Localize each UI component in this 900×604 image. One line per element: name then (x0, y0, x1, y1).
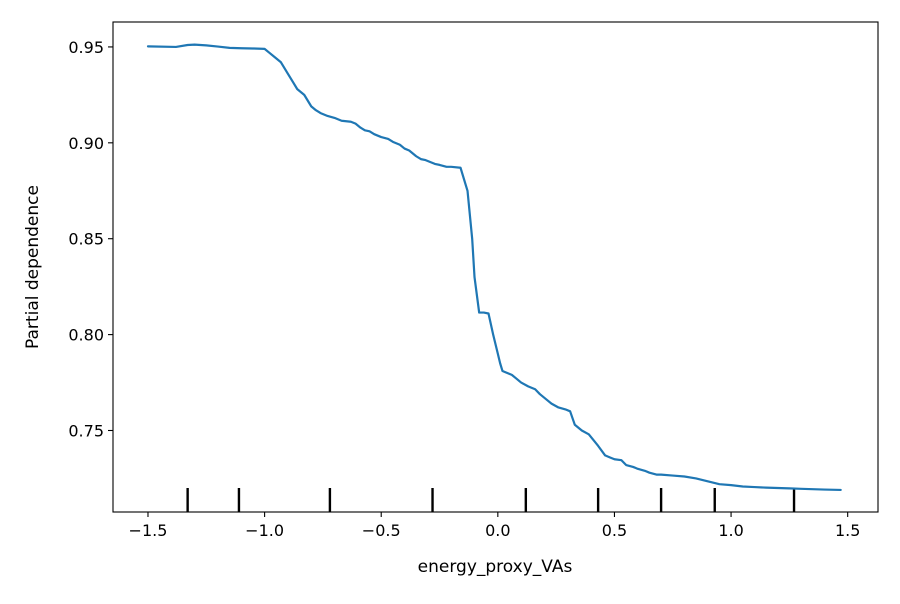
y-axis-label: Partial dependence (23, 185, 43, 349)
y-tick-label: 0.95 (68, 38, 104, 57)
x-tick-label: 1.0 (718, 521, 743, 540)
y-tick-label: 0.80 (68, 326, 104, 345)
x-tick-label: 0.5 (602, 521, 627, 540)
x-axis-label: energy_proxy_VAs (418, 557, 573, 577)
y-axis: 0.75 0.80 0.85 0.90 0.95 (68, 38, 113, 440)
x-tick-label: −1.0 (245, 521, 284, 540)
rug-layer (186, 488, 796, 512)
x-tick-label: −0.5 (362, 521, 401, 540)
series-line-0 (146, 43, 842, 492)
y-tick-label: 0.90 (68, 134, 104, 153)
x-tick-label: 0.0 (485, 521, 510, 540)
x-tick-label: 1.5 (835, 521, 860, 540)
y-tick-label: 0.85 (68, 230, 104, 249)
x-tick-label: −1.5 (129, 521, 168, 540)
x-axis: −1.5 −1.0 −0.5 0.0 0.5 1.0 1.5 (129, 512, 860, 540)
line-layer (146, 43, 842, 492)
axes-frame (112, 21, 879, 513)
y-tick-label: 0.75 (68, 421, 104, 440)
